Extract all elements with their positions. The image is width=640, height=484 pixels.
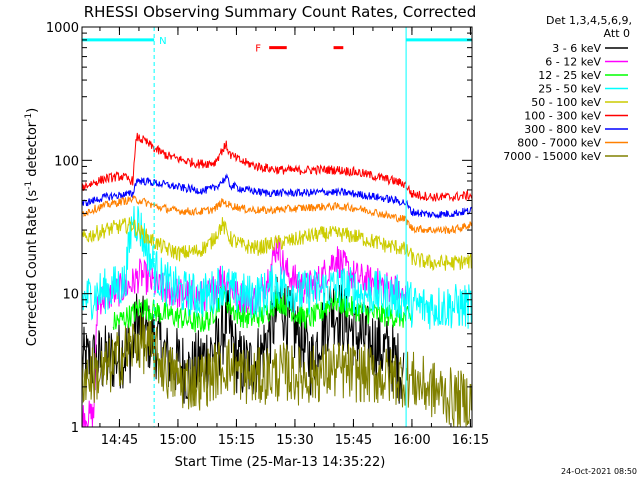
legend-label-6: 300 - 800 keV — [524, 123, 601, 136]
series-line-6 — [81, 173, 473, 219]
series-8 — [81, 312, 473, 428]
x-tick-label-4: 15:45 — [335, 433, 372, 448]
series-line-4 — [81, 217, 473, 272]
series-line-7 — [81, 195, 473, 235]
attenuator-label: Att 0 — [604, 27, 630, 40]
x-tick-label-0: 14:45 — [101, 433, 138, 448]
series-line-5 — [81, 132, 473, 202]
series-line-2 — [112, 286, 413, 333]
x-axis-label: Start Time (25-Mar-13 14:35:22) — [175, 455, 386, 470]
legend-label-0: 3 - 6 keV — [552, 42, 601, 55]
footer-timestamp: 24-Oct-2021 08:50 — [561, 467, 637, 476]
y-axis-label: Corrected Count Rate (s-1 detector-1) — [24, 108, 40, 346]
y-axis: 1 10 100 1000 — [46, 21, 472, 436]
series-3 — [81, 206, 473, 330]
chart-title: RHESSI Observing Summary Count Rates, Co… — [84, 3, 477, 21]
detector-header: Det 1,3,4,5,6,9, — [546, 14, 632, 27]
x-tick-label-5: 16:00 — [393, 433, 430, 448]
series-5 — [81, 132, 473, 202]
series-1 — [81, 237, 407, 428]
y-axis-label-sup1: -1 — [24, 181, 34, 190]
night-label: N — [159, 36, 166, 47]
flare-label: F — [255, 44, 261, 55]
legend-label-8: 7000 - 15000 keV — [503, 150, 601, 163]
series-4 — [81, 217, 473, 272]
y-tick-label-3: 1000 — [46, 21, 79, 36]
x-tick-label-1: 15:00 — [159, 433, 196, 448]
legend-label-5: 100 - 300 keV — [524, 110, 601, 123]
series-7 — [81, 195, 473, 235]
x-tick-label-6: 16:15 — [452, 433, 489, 448]
series-line-8 — [81, 312, 473, 428]
legend-label-1: 6 - 12 keV — [545, 56, 601, 69]
y-axis-label-mid: detector — [25, 121, 40, 181]
y-tick-label-0: 1 — [71, 421, 79, 436]
x-tick-label-2: 15:15 — [218, 433, 255, 448]
series-6 — [81, 173, 473, 219]
plot-area: NF — [81, 27, 473, 428]
orbit-markers: NF — [82, 27, 472, 427]
legend-label-3: 25 - 50 keV — [538, 83, 601, 96]
series-line-1 — [81, 237, 407, 428]
legend-label-7: 800 - 7000 keV — [517, 137, 601, 150]
legend-label-2: 12 - 25 keV — [538, 69, 601, 82]
legend-label-4: 50 - 100 keV — [531, 96, 601, 109]
y-axis-label-sup2: -1 — [24, 113, 34, 122]
y-tick-label-2: 100 — [54, 154, 79, 169]
y-axis-label-end: ) — [25, 108, 40, 113]
x-axis: 14:45 15:00 15:15 15:30 15:45 16:00 16:15 — [99, 27, 489, 448]
y-axis-label-main: Corrected Count Rate (s — [25, 190, 40, 347]
x-tick-label-3: 15:30 — [276, 433, 313, 448]
series-2 — [112, 286, 413, 333]
y-tick-label-1: 10 — [62, 288, 79, 303]
plot-frame — [81, 26, 473, 428]
series-line-3 — [81, 206, 473, 330]
